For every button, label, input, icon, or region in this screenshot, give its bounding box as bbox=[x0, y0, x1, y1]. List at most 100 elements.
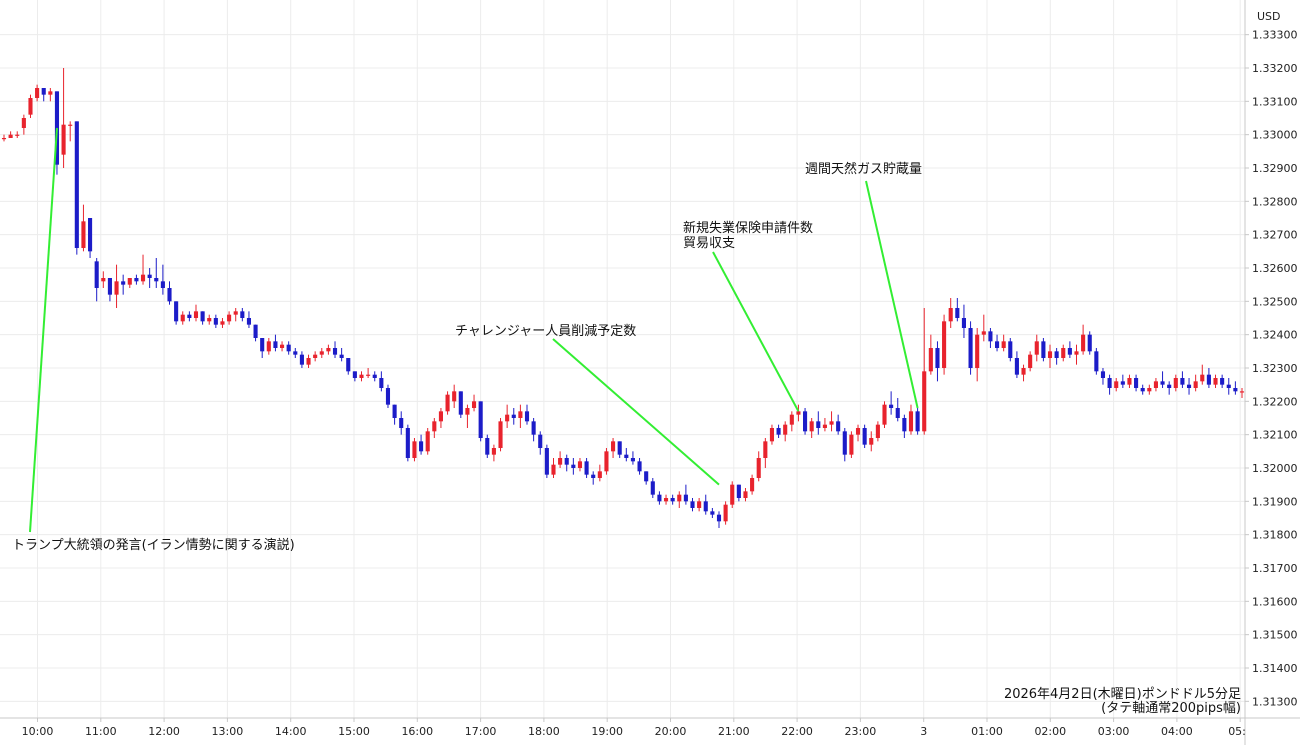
candle-body bbox=[1014, 358, 1019, 375]
price-axis: 1.33300 1.33200 1.33100 1.33000 1.32900 1.328… bbox=[1244, 0, 1298, 745]
candle-body bbox=[875, 424, 880, 438]
annotation-label: 貿易収支 bbox=[683, 236, 735, 251]
candle-body bbox=[1127, 378, 1132, 385]
candle-body bbox=[121, 281, 126, 285]
candle-body bbox=[1140, 388, 1145, 392]
candle-body bbox=[736, 484, 741, 498]
candle-body bbox=[849, 434, 854, 455]
candle-body bbox=[81, 221, 86, 248]
candle-body bbox=[1226, 384, 1231, 388]
candle-body bbox=[750, 478, 755, 492]
annotations-layer: トランプ大統領の発言(イラン情勢に関する演説) チャレンジャー人員削減予定数 新規失… bbox=[12, 127, 922, 553]
candle-body bbox=[114, 281, 119, 295]
price-tick-label: 1.33300 bbox=[1252, 29, 1298, 42]
candle-body bbox=[1081, 334, 1086, 352]
candle-body bbox=[41, 88, 46, 95]
candle-body bbox=[915, 411, 920, 432]
price-tick-label: 1.33200 bbox=[1252, 62, 1298, 75]
candle-body bbox=[313, 354, 318, 358]
candle-body bbox=[1114, 381, 1119, 388]
candle-body bbox=[48, 91, 53, 95]
price-tick-label: 1.32200 bbox=[1252, 395, 1298, 408]
candle-body bbox=[994, 341, 1000, 348]
price-tick-label: 1.31500 bbox=[1252, 629, 1298, 642]
time-tick-label: 17:00 bbox=[465, 725, 497, 738]
candle-body bbox=[1193, 381, 1198, 388]
price-tick-label: 1.33000 bbox=[1252, 129, 1298, 142]
candle-body bbox=[1200, 374, 1205, 382]
annotation-line bbox=[712, 251, 800, 412]
candle-body bbox=[200, 311, 205, 322]
candle-body bbox=[147, 274, 152, 278]
chart-caption-line2: (タテ軸通常200pips幅) bbox=[1101, 701, 1241, 716]
candle-body bbox=[253, 324, 258, 338]
candle-body bbox=[650, 481, 655, 495]
time-tick-label: 02:00 bbox=[1034, 725, 1066, 738]
candle-body bbox=[366, 374, 371, 376]
candle-body bbox=[895, 408, 900, 418]
candle-body bbox=[723, 504, 728, 522]
candle-body bbox=[227, 314, 232, 322]
candle-body bbox=[743, 491, 748, 498]
time-tick-label: 23:00 bbox=[845, 725, 877, 738]
candle-body bbox=[167, 288, 172, 302]
annotation-line bbox=[552, 338, 720, 486]
candle-body bbox=[1061, 348, 1066, 358]
candle-body bbox=[15, 134, 20, 136]
chart-grid bbox=[0, 0, 1245, 718]
candle-body bbox=[452, 391, 457, 402]
candle-body bbox=[776, 428, 781, 435]
candle-body bbox=[273, 341, 278, 348]
candle-body bbox=[35, 88, 40, 98]
candle-body bbox=[803, 411, 808, 432]
candle-body bbox=[220, 321, 225, 325]
time-tick-label: 10:00 bbox=[22, 725, 54, 738]
candle-body bbox=[730, 484, 735, 505]
time-tick-label: 11:00 bbox=[85, 725, 117, 738]
candle-body bbox=[174, 301, 179, 322]
candle-body bbox=[1120, 381, 1125, 385]
candle-body bbox=[134, 278, 139, 282]
candle-body bbox=[1041, 341, 1046, 358]
candle-body bbox=[617, 441, 622, 455]
candle-body bbox=[769, 428, 775, 442]
candle-body bbox=[822, 424, 827, 428]
candle-body bbox=[577, 461, 583, 468]
candle-body bbox=[584, 461, 589, 475]
time-tick-label: 18:00 bbox=[528, 725, 560, 738]
candle-body bbox=[1167, 384, 1172, 388]
candle-body bbox=[193, 311, 199, 318]
candle-body bbox=[869, 438, 874, 445]
candle-body bbox=[379, 378, 384, 388]
time-tick-label: 15:00 bbox=[338, 725, 370, 738]
candle-body bbox=[637, 461, 642, 472]
candle-body bbox=[299, 354, 304, 365]
candle-body bbox=[836, 421, 841, 432]
candle-body bbox=[352, 371, 357, 378]
candle-body bbox=[412, 441, 417, 458]
candle-body bbox=[591, 474, 596, 478]
candle-body bbox=[571, 464, 576, 468]
price-tick-label: 1.33100 bbox=[1252, 95, 1298, 108]
price-tick-label: 1.31300 bbox=[1252, 695, 1298, 708]
candle-body bbox=[690, 501, 695, 508]
candle-body bbox=[160, 281, 165, 288]
candle-body bbox=[1008, 341, 1013, 358]
candle-body bbox=[1001, 341, 1006, 348]
annotation-label: トランプ大統領の発言(イラン情勢に関する演説) bbox=[12, 537, 295, 553]
candle-body bbox=[677, 494, 682, 502]
candle-body bbox=[240, 311, 245, 318]
currency-label: USD bbox=[1257, 10, 1281, 23]
candle-body bbox=[564, 458, 569, 465]
candle-body bbox=[855, 428, 861, 435]
candle-body bbox=[1047, 351, 1053, 358]
candle-body bbox=[319, 351, 324, 355]
candle-body bbox=[1100, 371, 1106, 378]
time-tick-label: 16:00 bbox=[401, 725, 433, 738]
time-tick-label: 01:00 bbox=[971, 725, 1003, 738]
candle-body bbox=[611, 441, 616, 452]
price-tick-label: 1.31400 bbox=[1252, 662, 1298, 675]
annotation-line bbox=[865, 180, 919, 409]
time-tick-label: 04:00 bbox=[1161, 725, 1193, 738]
